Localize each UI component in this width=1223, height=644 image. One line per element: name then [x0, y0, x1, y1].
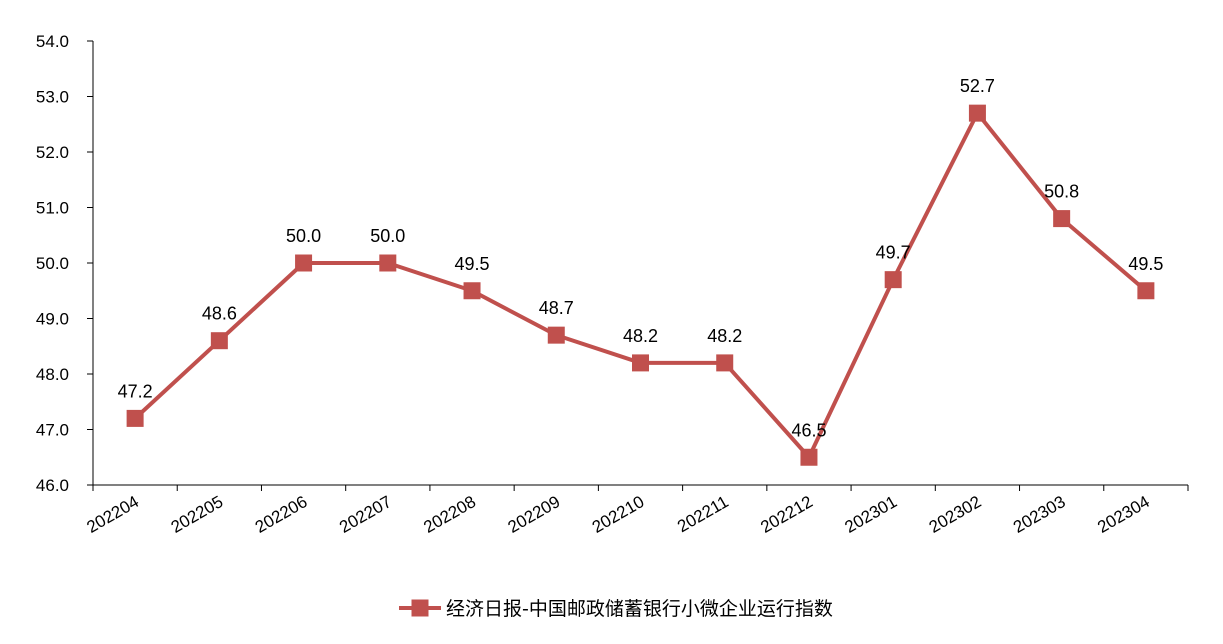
data-label: 47.2 [118, 381, 153, 401]
y-tick-label: 46.0 [36, 476, 69, 495]
data-labels: 47.2 48.6 50.0 50.0 49.5 48.7 48.2 48.2 46.5 49.7… [118, 76, 1164, 440]
data-point [968, 104, 986, 122]
x-tick-label: 202211 [674, 492, 732, 536]
data-label: 49.5 [1128, 254, 1163, 274]
data-label: 50.0 [286, 226, 321, 246]
data-label: 48.2 [623, 326, 658, 346]
y-tick-label: 53.0 [36, 88, 69, 107]
x-tick-label: 202207 [336, 492, 395, 537]
data-label: 50.0 [370, 226, 405, 246]
legend-label: 经济日报-中国邮政储蓄银行小微企业运行指数 [446, 598, 833, 620]
data-label: 48.6 [202, 304, 237, 324]
x-tick-label: 202301 [842, 492, 901, 537]
data-point [547, 326, 565, 344]
y-tick-label: 48.0 [36, 365, 69, 384]
data-label: 48.7 [539, 298, 574, 318]
x-tick-label: 202212 [757, 492, 816, 537]
data-label: 49.5 [455, 254, 490, 274]
x-tick-label: 202209 [505, 492, 564, 537]
data-point [210, 332, 228, 350]
data-point [884, 271, 902, 289]
x-tick-label: 202205 [168, 492, 227, 537]
data-point [126, 409, 144, 427]
y-tick-label: 47.0 [36, 421, 69, 440]
data-point [295, 254, 313, 272]
axes: 46.0 47.0 48.0 49.0 50.0 51.0 52.0 53.0 54.0 2022… [36, 32, 1189, 537]
x-tick-label: 202210 [589, 492, 648, 537]
data-label: 49.7 [876, 243, 911, 263]
y-tick-label: 52.0 [36, 143, 69, 162]
data-point [800, 448, 818, 466]
legend-marker-swatch [411, 599, 429, 617]
y-tick-label: 51.0 [36, 199, 69, 218]
x-tick-label: 202302 [926, 492, 985, 537]
y-tick-label: 49.0 [36, 310, 69, 329]
legend: 经济日报-中国邮政储蓄银行小微企业运行指数 [399, 598, 833, 620]
data-point [463, 282, 481, 300]
data-point [1137, 282, 1155, 300]
data-label: 48.2 [707, 326, 742, 346]
x-tick-label: 202304 [1094, 492, 1153, 537]
x-tick-label: 202208 [420, 492, 479, 537]
data-point [379, 254, 397, 272]
data-point [632, 354, 649, 372]
x-tick-label: 202303 [1010, 492, 1069, 537]
series-layer [126, 104, 1155, 466]
data-label: 46.5 [791, 420, 826, 440]
data-label: 52.7 [960, 76, 995, 96]
data-point [716, 354, 734, 372]
x-tick-label: 202204 [83, 492, 142, 537]
y-tick-label: 50.0 [36, 254, 69, 273]
x-tick-label: 202206 [252, 492, 311, 537]
data-label: 50.8 [1044, 182, 1079, 202]
y-tick-label: 54.0 [36, 32, 69, 51]
series-line [133, 111, 1148, 460]
data-point [1053, 210, 1071, 228]
